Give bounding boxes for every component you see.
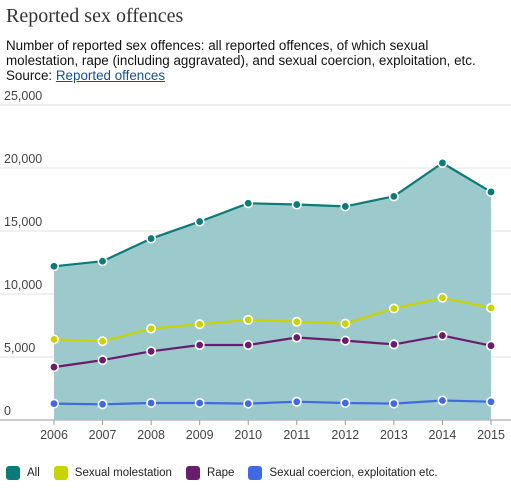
data-point-all (194, 216, 205, 227)
data-point-rape (48, 362, 59, 373)
legend-label: Sexual molestation (74, 467, 172, 479)
x-tick-label: 2009 (186, 428, 214, 442)
data-point-all (437, 157, 448, 168)
data-point-coercion (243, 398, 254, 409)
x-tick-label: 2011 (283, 428, 310, 442)
data-point-coercion (485, 396, 496, 407)
data-point-all (340, 201, 351, 212)
y-tick-label: 25,000 (4, 89, 42, 103)
data-point-coercion (48, 398, 59, 409)
legend: All Sexual molestation Rape Sexual coercion… (6, 466, 452, 480)
y-tick-label: 5,000 (4, 341, 35, 355)
chart-title: Reported sex offences (6, 5, 184, 27)
y-axis-ticks: 0 5,000 10,000 15,000 20,000 25,000 (4, 89, 42, 418)
data-point-all (146, 233, 157, 244)
x-axis-ticks: 2006 2007 2008 2009 2010 2011 2012 2013 2014 2015 (40, 420, 505, 442)
data-point-rape (388, 339, 399, 350)
data-point-all (388, 191, 399, 202)
data-point-molestation (340, 318, 351, 329)
legend-item-all[interactable]: All (6, 466, 40, 480)
series-area-all (54, 163, 491, 420)
legend-item-molestation[interactable]: Sexual molestation (53, 466, 172, 480)
legend-swatch (53, 466, 68, 480)
series-line-all (53, 161, 492, 268)
data-point-molestation (97, 336, 108, 347)
series-line-rape (53, 334, 492, 369)
data-point-molestation (243, 314, 254, 325)
chart-subtitle: Number of reported sex offences: all rep… (6, 38, 502, 83)
x-tick-label: 2007 (89, 428, 117, 442)
x-tick-label: 2014 (429, 428, 457, 442)
x-tick-label: 2008 (137, 428, 165, 442)
data-point-coercion (291, 396, 302, 407)
legend-item-coercion[interactable]: Sexual coercion, exploitation etc. (248, 466, 438, 480)
data-point-molestation (194, 319, 205, 330)
legend-label: Rape (206, 467, 235, 479)
data-point-rape (97, 355, 108, 366)
legend-swatch (248, 466, 263, 480)
data-point-molestation (388, 303, 399, 314)
x-tick-label: 2010 (234, 428, 262, 442)
y-tick-label: 20,000 (4, 152, 42, 166)
legend-item-rape[interactable]: Rape (185, 466, 235, 480)
data-point-all (485, 186, 496, 197)
source-link[interactable]: Reported offences (55, 68, 166, 83)
data-point-molestation (146, 323, 157, 334)
x-tick-label: 2015 (477, 428, 505, 442)
data-point-rape (291, 332, 302, 343)
data-point-all (48, 261, 59, 272)
y-tick-label: 10,000 (4, 278, 42, 292)
series-layer (48, 157, 496, 420)
x-tick-label: 2013 (380, 428, 408, 442)
data-point-molestation (48, 334, 59, 345)
data-point-rape (485, 340, 496, 351)
legend-label: Sexual coercion, exploitation etc. (269, 467, 438, 479)
data-point-coercion (340, 397, 351, 408)
data-point-rape (437, 330, 448, 341)
data-point-rape (194, 340, 205, 351)
legend-swatch (6, 466, 20, 480)
data-point-molestation (291, 316, 302, 327)
data-point-rape (243, 340, 254, 351)
data-point-all (291, 199, 302, 210)
data-point-coercion (388, 398, 399, 409)
legend-label: All (27, 467, 40, 479)
data-point-molestation (437, 292, 448, 303)
series-line-coercion (53, 399, 492, 406)
data-point-all (243, 198, 254, 209)
data-point-molestation (485, 302, 496, 313)
data-point-coercion (194, 397, 205, 408)
x-tick-label: 2006 (40, 428, 68, 442)
data-point-all (97, 256, 108, 267)
data-point-coercion (146, 397, 157, 408)
series-line-molestation (53, 296, 492, 343)
data-point-rape (146, 346, 157, 357)
y-tick-label: 0 (4, 404, 11, 418)
subtitle-text: Number of reported sex offences: all rep… (6, 38, 476, 83)
data-point-coercion (437, 395, 448, 406)
y-tick-label: 15,000 (4, 215, 42, 229)
legend-swatch (185, 466, 200, 480)
data-point-rape (340, 335, 351, 346)
x-tick-label: 2012 (331, 428, 359, 442)
data-point-coercion (97, 399, 108, 410)
